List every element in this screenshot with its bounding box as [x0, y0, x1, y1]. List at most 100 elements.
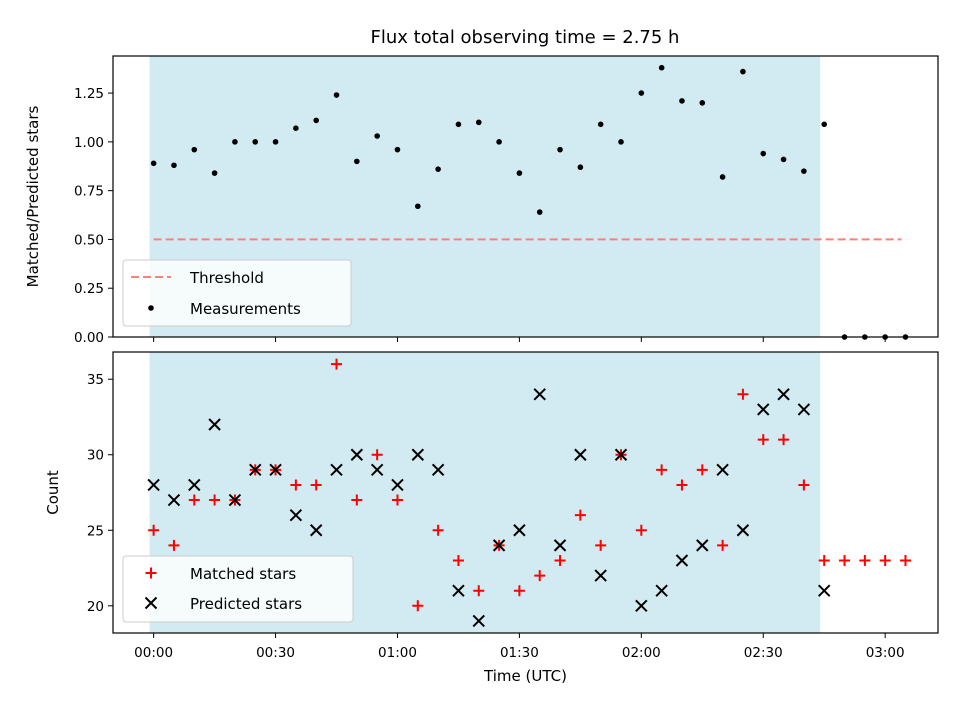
matched-star-point — [168, 539, 180, 551]
matched-star-point — [351, 494, 363, 506]
x-tick-label: 00:30 — [256, 645, 295, 661]
predicted-star-point — [675, 554, 689, 567]
measurement-point — [211, 170, 218, 176]
y-tick-label: 0.25 — [74, 281, 104, 297]
matched-star-point — [778, 434, 790, 446]
matched-star-point — [310, 479, 322, 491]
y-tick-label: 1.00 — [74, 135, 104, 151]
y-axis-label: Count — [44, 470, 62, 515]
measurement-point — [496, 139, 502, 145]
matched-star-point — [534, 570, 546, 582]
matched-star-point — [656, 464, 668, 476]
matched-star-point — [412, 600, 424, 612]
matched-star-point — [554, 554, 566, 566]
legend-measurement-swatch — [148, 305, 154, 311]
predicted-star-point — [594, 569, 607, 582]
predicted-star-point — [736, 524, 750, 537]
predicted-star-point — [513, 524, 526, 537]
x-tick-label: 01:00 — [378, 645, 417, 661]
measurement-point — [232, 139, 238, 145]
predicted-star-point — [147, 478, 160, 492]
measurement-point — [618, 139, 624, 145]
measurement-point — [374, 133, 380, 139]
y-tick-label: 1.25 — [74, 86, 104, 102]
x-tick-label: 02:30 — [744, 645, 783, 661]
predicted-star-point — [817, 584, 831, 597]
legend-box — [122, 555, 354, 623]
x-tick-label: 01:30 — [500, 645, 539, 661]
y-tick-label: 0.75 — [74, 184, 104, 200]
predicted-star-point — [553, 539, 567, 552]
x-tick-label: 00:00 — [134, 645, 173, 661]
predicted-star-point — [330, 463, 343, 477]
legend-matched-swatch — [145, 567, 157, 579]
predicted-star-point — [370, 463, 384, 477]
y-tick-label: 35 — [87, 372, 104, 388]
predicted-star-point — [655, 584, 668, 597]
measurement-point — [699, 100, 706, 106]
predicted-star-point — [777, 388, 790, 401]
measurement-point — [415, 203, 421, 210]
measurement-point — [516, 170, 523, 176]
y-axis-label: Matched/Predicted stars — [24, 106, 42, 288]
measurement-point — [394, 146, 401, 153]
predicted-star-point — [411, 448, 425, 461]
predicted-star-point — [431, 463, 445, 477]
predicted-star-point — [188, 478, 201, 492]
measurement-point — [475, 119, 482, 126]
matched-star-point — [452, 554, 464, 566]
measurement-point — [354, 158, 360, 165]
predicted-star-point — [249, 463, 262, 477]
measurement-point — [536, 209, 543, 215]
x-tick-label: 03:00 — [866, 645, 905, 661]
matched-star-point — [737, 388, 749, 400]
predicted-star-point — [452, 584, 465, 597]
matched-star-point — [635, 524, 647, 536]
predicted-star-point — [269, 463, 282, 477]
measurement-point — [719, 174, 726, 180]
matched-star-point — [331, 358, 343, 370]
count-panel: 20 25 30 35 00:00 00:30 01:00 01:30 02:00 02:30 03… — [44, 351, 939, 685]
measurement-point — [333, 92, 340, 98]
measurement-point — [150, 160, 157, 167]
matched-star-point — [148, 524, 160, 536]
measurement-point — [252, 139, 259, 145]
y-tick-label: 25 — [87, 523, 104, 539]
matched-star-point — [818, 554, 830, 566]
predicted-star-point — [574, 448, 587, 461]
x-axis-label: Time (UTC) — [483, 667, 567, 685]
predicted-star-point — [309, 524, 323, 537]
legend-matched-label: Matched stars — [190, 565, 296, 583]
matched-star-point — [676, 479, 688, 491]
measurement-point — [658, 64, 665, 71]
y-tick-label: 0.50 — [74, 232, 104, 248]
matched-star-point — [209, 494, 221, 506]
legend-threshold-label: Threshold — [189, 269, 264, 287]
measurement-point — [455, 121, 462, 128]
predicted-star-point — [472, 614, 485, 628]
y-tick-label: 0.00 — [74, 330, 104, 346]
matched-star-point — [757, 434, 769, 446]
predicted-star-point — [391, 478, 404, 492]
matched-star-point — [513, 585, 525, 597]
matched-star-point — [859, 554, 871, 566]
measurement-point — [801, 168, 807, 174]
measurement-point — [272, 139, 279, 145]
matched-star-point — [432, 524, 444, 536]
matched-star-point — [899, 554, 911, 566]
predicted-star-point — [350, 448, 364, 461]
predicted-star-point — [696, 539, 709, 552]
measurement-point — [171, 162, 177, 169]
predicted-star-point — [167, 493, 181, 507]
measurement-point — [780, 156, 787, 163]
measurement-point — [679, 98, 685, 104]
predicted-star-point — [716, 463, 729, 477]
axes-frame — [112, 55, 939, 338]
matched-star-point — [839, 554, 851, 566]
measurement-point — [313, 117, 320, 124]
legend-predicted-label: Predicted stars — [190, 595, 302, 613]
legend-box — [122, 259, 352, 327]
predicted-star-point — [492, 539, 506, 552]
measurement-point — [740, 68, 746, 75]
